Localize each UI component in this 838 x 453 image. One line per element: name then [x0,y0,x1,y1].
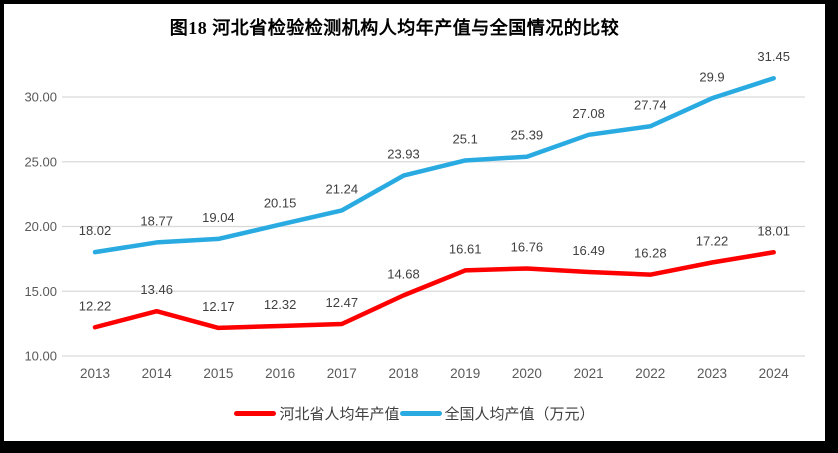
legend-label-hebei: 河北省人均年产值 [279,406,400,423]
plot-area: 10.00 15.00 20.00 25.00 30.00 2013 2014 2015 201… [24,49,805,381]
data-label: 16.76 [511,239,544,254]
data-label: 16.28 [634,246,667,261]
data-label: 27.74 [634,97,667,112]
x-tick-label: 2013 [80,366,110,381]
series-line-0 [92,250,776,331]
x-tick-label: 2019 [450,366,480,381]
y-tick-label: 10.00 [24,349,57,364]
legend-swatch-red-line [234,411,277,416]
x-tick-label: 2016 [265,366,295,381]
x-tick-label: 2017 [327,366,357,381]
data-label: 25.39 [511,128,544,143]
data-label: 18.01 [757,223,790,238]
data-label: 20.15 [264,196,297,211]
y-tick-label: 15.00 [24,284,57,299]
legend-swatch-blue-line [399,411,442,416]
chart-title: 图18 河北省检验检测机构人均年产值与全国情况的比较 [169,18,620,38]
x-tick-label: 2024 [759,366,790,381]
legend-entry-hebei: 河北省人均年产值 [234,403,400,424]
data-label: 18.77 [140,213,173,228]
data-label: 16.49 [572,243,605,258]
data-label: 12.32 [264,297,297,312]
x-tick-label: 2014 [142,366,173,381]
legend-entry-national: 全国人均产值（万元） [399,403,595,424]
data-label: 12.22 [79,298,112,313]
y-tick-label: 30.00 [24,90,57,105]
data-label: 13.46 [140,282,173,297]
legend-label-national: 全国人均产值（万元） [444,406,595,423]
x-tick-label: 2015 [203,366,233,381]
series-line-1 [92,75,776,255]
data-label: 27.08 [572,106,605,121]
data-label: 31.45 [757,49,790,64]
y-tick-label: 20.00 [24,219,57,234]
data-label: 14.68 [387,266,420,281]
data-label: 12.47 [326,295,359,310]
data-label: 18.02 [79,223,112,238]
data-label: 25.1 [453,131,478,146]
data-label: 16.61 [449,241,482,256]
x-tick-label: 2021 [574,366,604,381]
x-tick-label: 2018 [388,366,418,381]
chart-legend: 河北省人均年产值 全国人均产值（万元） [4,403,825,424]
data-label: 21.24 [326,181,359,196]
x-tick-label: 2022 [635,366,665,381]
data-label: 23.93 [387,147,420,162]
data-label: 19.04 [202,210,235,225]
y-tick-label: 25.00 [24,154,57,169]
data-label: 29.9 [699,69,724,84]
data-label: 12.17 [202,299,235,314]
x-tick-label: 2020 [512,366,542,381]
data-label: 17.22 [696,234,729,249]
x-tick-label: 2023 [697,366,727,381]
